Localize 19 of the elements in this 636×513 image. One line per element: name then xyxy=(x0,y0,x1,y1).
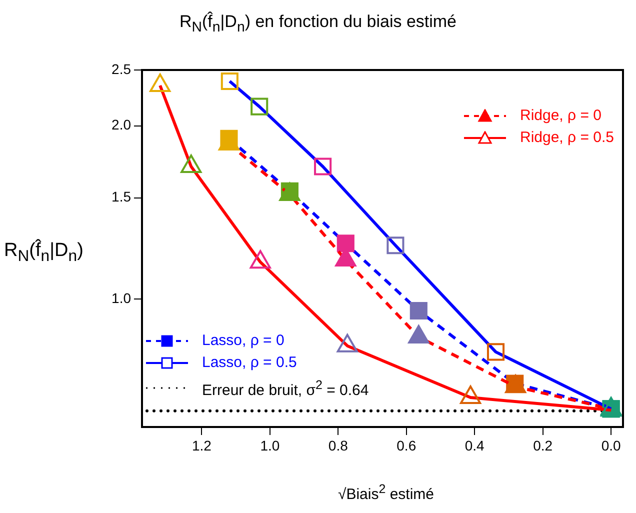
x-tick-label: 1.2 xyxy=(192,437,212,454)
y-tick-label: 1.5 xyxy=(112,188,132,205)
x-tick-label: 0.0 xyxy=(601,437,621,454)
legend-label: Erreur de bruit, σ$^{2}$ = 0.64 xyxy=(202,377,369,401)
x-tick-label: 0.8 xyxy=(328,437,348,454)
y-tick-label: 2.0 xyxy=(112,116,132,133)
y-tick-label: 2.5 xyxy=(112,60,132,77)
legend-label: Ridge, ρ = 0.5 xyxy=(520,128,614,148)
legend-label: Ridge, ρ = 0 xyxy=(520,106,602,126)
y-axis-title: R$_{N}$(f̂$_{n}$|D$_{n}$) xyxy=(4,240,84,266)
x-axis-title: √Biais$^{2}$ estimé xyxy=(336,482,436,503)
y-tick-label: 1.0 xyxy=(112,290,132,306)
x-tick-label: 0.2 xyxy=(533,437,553,454)
x-tick-label: 0.4 xyxy=(464,437,485,454)
x-tick-label: 0.6 xyxy=(396,437,416,454)
legend-label: Lasso, ρ = 0.5 xyxy=(202,353,297,373)
legend-label: Lasso, ρ = 0 xyxy=(202,331,284,351)
chart-title: R$_{N}$(f̂$_{n}$|D$_{n}$) en fonction du biais estimé xyxy=(178,12,458,36)
x-tick-label: 1.0 xyxy=(260,437,280,454)
